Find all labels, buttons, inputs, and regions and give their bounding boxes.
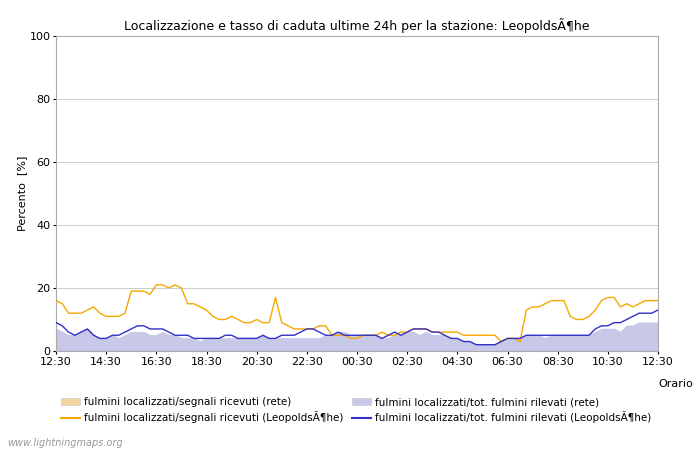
Text: Orario: Orario <box>658 379 693 389</box>
Legend: fulmini localizzati/segnali ricevuti (rete), fulmini localizzati/segnali ricevut: fulmini localizzati/segnali ricevuti (re… <box>61 397 651 423</box>
Text: www.lightningmaps.org: www.lightningmaps.org <box>7 438 122 448</box>
Title: Localizzazione e tasso di caduta ultime 24h per la stazione: LeopoldsÃ¶he: Localizzazione e tasso di caduta ultime … <box>125 18 589 33</box>
Y-axis label: Percento  [%]: Percento [%] <box>17 156 27 231</box>
